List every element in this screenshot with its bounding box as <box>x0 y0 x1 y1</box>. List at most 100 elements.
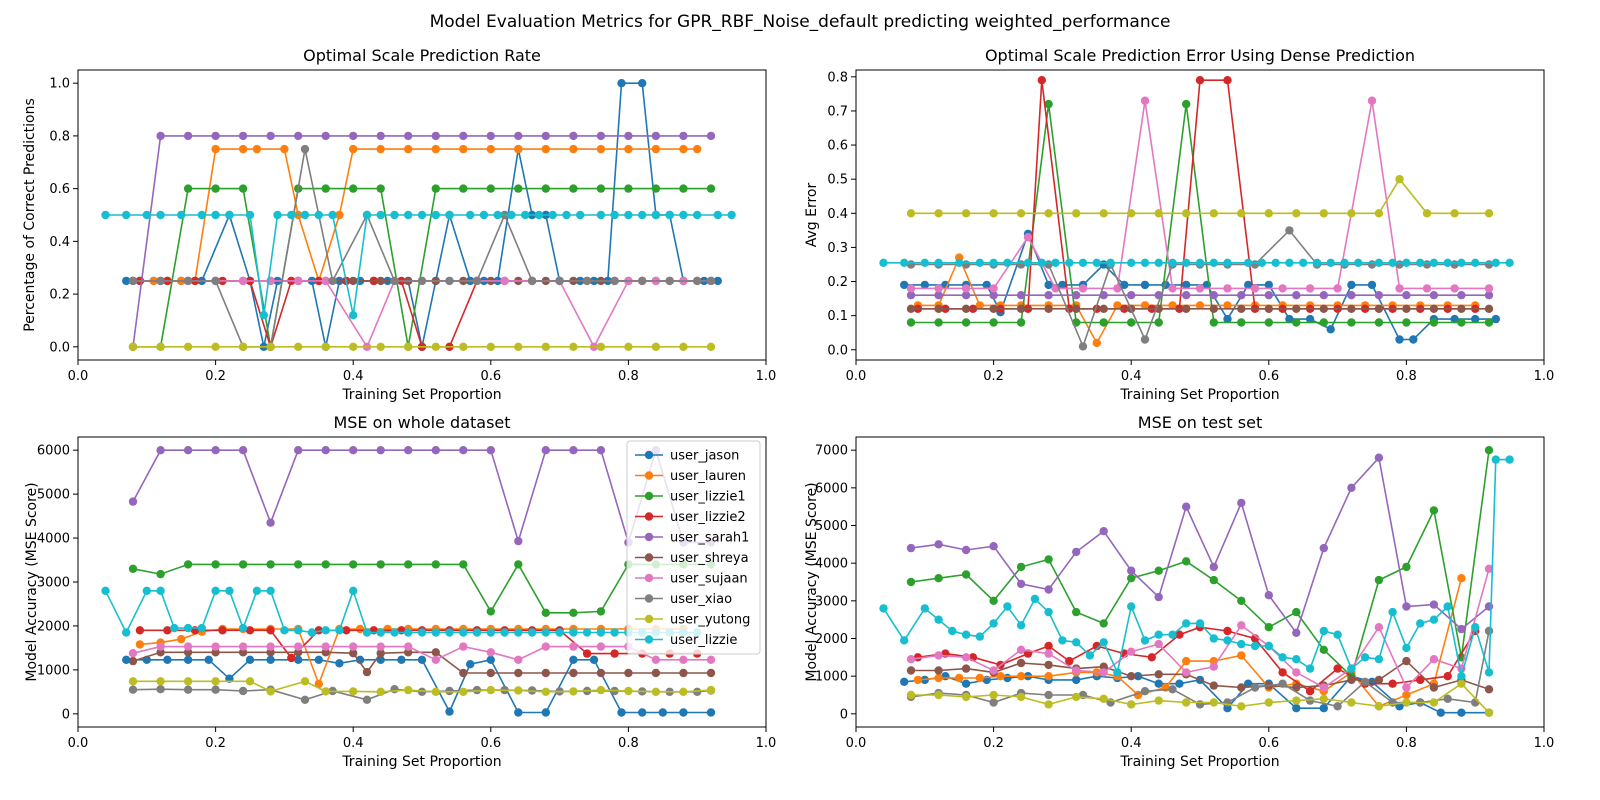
data-point <box>1127 209 1136 218</box>
data-point <box>514 560 523 569</box>
data-point <box>1333 630 1342 639</box>
data-point <box>955 258 964 267</box>
data-point <box>934 304 943 313</box>
data-point <box>225 586 234 595</box>
data-point <box>961 679 971 688</box>
data-point <box>1429 655 1439 664</box>
data-point <box>493 210 502 220</box>
data-point <box>693 687 702 696</box>
data-point <box>1416 675 1425 685</box>
data-point <box>961 318 971 327</box>
data-point <box>376 144 385 154</box>
data-point <box>1182 258 1191 267</box>
data-point <box>1223 76 1232 85</box>
data-point <box>1127 647 1136 656</box>
data-point <box>1044 700 1053 709</box>
data-point <box>1457 672 1466 681</box>
data-point <box>294 626 303 635</box>
data-point <box>1223 284 1232 293</box>
data-point <box>1195 258 1205 267</box>
y-axis-label: Model Accuracy (MSE Score) <box>24 482 40 681</box>
data-point <box>1154 639 1163 649</box>
data-point <box>156 210 165 220</box>
data-point <box>596 607 606 616</box>
data-point <box>266 342 275 351</box>
series-user_shreya <box>906 656 1494 694</box>
data-point <box>514 655 523 664</box>
data-point <box>404 210 413 220</box>
data-point <box>1491 314 1501 324</box>
data-point <box>1292 655 1301 664</box>
data-point <box>266 687 275 696</box>
data-point <box>1099 304 1108 313</box>
data-point <box>989 690 998 700</box>
data-point <box>624 342 633 351</box>
data-point <box>706 131 716 141</box>
x-axis-label: Training Set Proportion <box>341 387 501 403</box>
data-point <box>238 686 248 696</box>
data-point <box>397 655 406 664</box>
x-tick-label: 0.2 <box>983 369 1004 384</box>
legend-marker <box>644 532 654 542</box>
data-point <box>486 144 495 154</box>
series-user_lizzie2 <box>913 623 1480 696</box>
data-point <box>706 685 716 695</box>
data-point <box>934 666 943 675</box>
data-point <box>1292 304 1301 313</box>
data-point <box>975 673 984 683</box>
data-point <box>1374 675 1384 685</box>
data-point <box>913 653 923 662</box>
data-point <box>1127 291 1136 300</box>
data-point <box>1457 624 1466 634</box>
data-point <box>238 642 248 651</box>
series-user_jason <box>122 655 716 717</box>
data-point <box>1347 698 1356 707</box>
data-point <box>569 342 578 351</box>
data-point <box>1416 619 1425 628</box>
data-point <box>135 626 145 635</box>
data-point <box>1182 668 1191 677</box>
data-point <box>1113 301 1122 310</box>
data-point <box>1326 258 1335 267</box>
data-point <box>638 79 647 88</box>
data-point <box>514 668 523 678</box>
data-point <box>961 304 971 313</box>
data-point <box>135 640 145 649</box>
data-point <box>1429 698 1439 707</box>
data-point <box>1072 675 1081 685</box>
data-point <box>287 210 296 220</box>
data-point <box>651 184 661 193</box>
data-point <box>417 655 427 664</box>
data-point <box>548 210 557 220</box>
data-point <box>562 210 571 220</box>
x-tick-label: 0.8 <box>618 736 639 751</box>
data-point <box>238 144 248 154</box>
data-point <box>362 695 372 704</box>
data-point <box>1182 557 1191 566</box>
data-point <box>906 690 916 700</box>
data-point <box>1044 585 1053 594</box>
data-point <box>431 131 440 141</box>
data-point <box>1016 672 1026 681</box>
data-point <box>390 685 399 694</box>
data-point <box>1168 258 1177 267</box>
data-point <box>1209 209 1219 218</box>
data-point <box>1395 175 1404 184</box>
x-tick-label: 0.4 <box>1121 369 1142 384</box>
data-point <box>245 210 255 220</box>
data-point <box>1209 575 1219 585</box>
data-point <box>1347 664 1356 673</box>
data-point <box>459 560 468 569</box>
data-point <box>431 628 440 637</box>
data-point <box>342 626 351 635</box>
subplot-title: MSE on test set <box>1138 413 1262 432</box>
data-point <box>459 144 468 154</box>
x-tick-label: 0.8 <box>1396 736 1417 751</box>
data-point <box>431 560 440 569</box>
data-point <box>314 210 323 220</box>
data-point <box>486 628 495 637</box>
data-point <box>1484 284 1494 293</box>
data-point <box>349 276 358 286</box>
data-point <box>651 687 661 696</box>
data-point <box>527 276 537 286</box>
